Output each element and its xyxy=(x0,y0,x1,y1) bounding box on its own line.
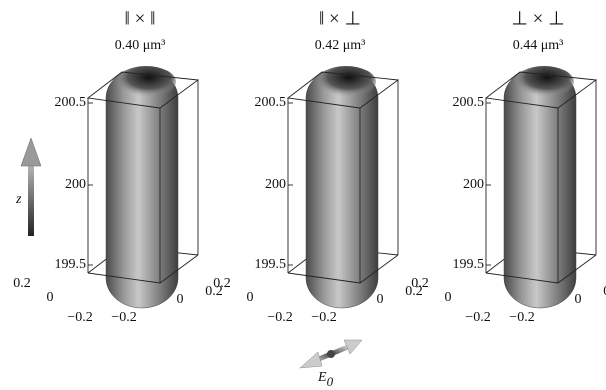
y-tick-label: 0 xyxy=(445,290,452,305)
x-tick-label: 0 xyxy=(575,292,582,307)
x-tick-label: 0 xyxy=(377,292,384,307)
figure: z E0 ‖ × ‖ 0.40 μm³ 200.5 200 199.5 0.2 0 −0.2 −… xyxy=(0,0,606,390)
field-arrow xyxy=(300,340,362,368)
z-label: z xyxy=(15,192,22,207)
panel: ‖ × ⊥0.42 μm³200.5200199.50.20−0.2−0.200… xyxy=(213,8,423,325)
z-tick-label: 200 xyxy=(463,177,484,192)
y-tick-label: 0 xyxy=(47,290,54,305)
z-tick-label: 199.5 xyxy=(255,257,287,272)
x-tick-label: −0.2 xyxy=(509,310,534,325)
panel: ‖ × ‖0.40 μm³200.5200199.50.20−0.2−0.200… xyxy=(13,8,223,325)
z-tick-label: 200.5 xyxy=(453,95,485,110)
y-tick-label: −0.2 xyxy=(267,310,292,325)
panel-title: ‖ × ⊥ xyxy=(319,8,361,29)
z-arrow xyxy=(21,138,41,236)
panel-title: ‖ × ‖ xyxy=(125,8,156,29)
volume-label: 0.44 μm³ xyxy=(513,38,564,53)
x-tick-label: −0.2 xyxy=(311,310,336,325)
z-tick-label: 199.5 xyxy=(453,257,485,272)
y-tick-label: 0 xyxy=(247,290,254,305)
x-tick-label: 0 xyxy=(177,292,184,307)
capsule-cap xyxy=(514,66,574,98)
y-tick-label: −0.2 xyxy=(465,310,490,325)
y-tick-label: 0.2 xyxy=(411,276,429,291)
y-tick-label: 0.2 xyxy=(213,276,231,291)
y-tick-label: 0.2 xyxy=(13,276,31,291)
panel-title: ⊥ × ⊥ xyxy=(511,8,564,29)
volume-label: 0.40 μm³ xyxy=(115,38,166,53)
panel: ⊥ × ⊥0.44 μm³200.5200199.50.20−0.2−0.200… xyxy=(411,8,606,325)
z-tick-label: 200 xyxy=(65,177,86,192)
field-label: E0 xyxy=(317,370,334,389)
capsule-cap xyxy=(116,66,176,98)
z-tick-label: 199.5 xyxy=(55,257,87,272)
z-tick-label: 200.5 xyxy=(55,95,87,110)
y-tick-label: −0.2 xyxy=(67,310,92,325)
capsule-cap xyxy=(316,66,376,98)
capsule xyxy=(106,68,178,308)
z-tick-label: 200.5 xyxy=(255,95,287,110)
x-tick-label: −0.2 xyxy=(111,310,136,325)
capsule xyxy=(504,68,576,308)
capsule xyxy=(306,68,378,308)
z-tick-label: 200 xyxy=(265,177,286,192)
volume-label: 0.42 μm³ xyxy=(315,38,366,53)
